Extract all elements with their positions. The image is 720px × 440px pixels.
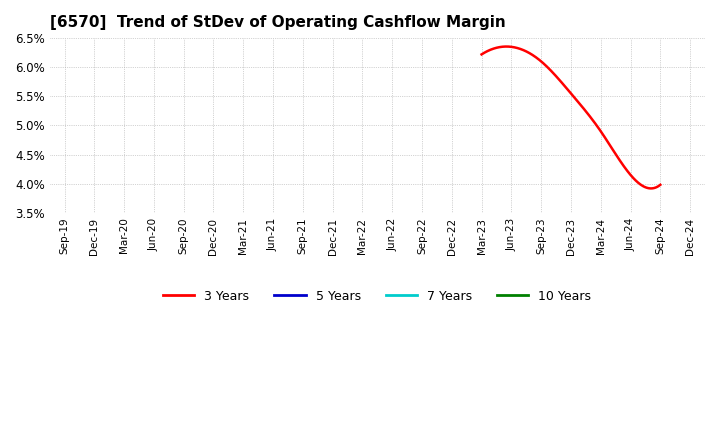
Legend: 3 Years, 5 Years, 7 Years, 10 Years: 3 Years, 5 Years, 7 Years, 10 Years (158, 285, 596, 308)
Text: [6570]  Trend of StDev of Operating Cashflow Margin: [6570] Trend of StDev of Operating Cashf… (50, 15, 505, 30)
